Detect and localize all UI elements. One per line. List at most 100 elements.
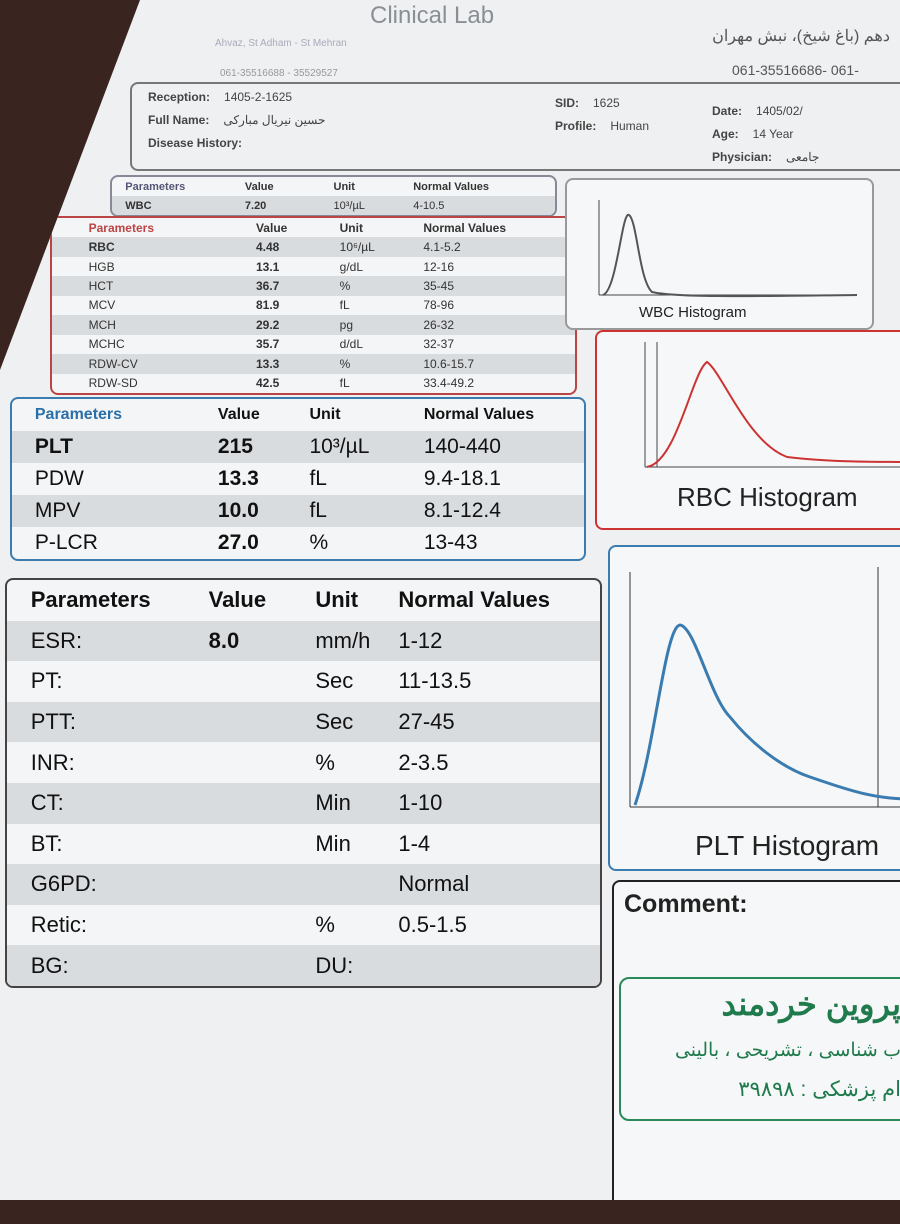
- table-cell: PLT: [34, 435, 73, 458]
- table-cell: 8.0: [208, 627, 240, 653]
- table-cell: 33.4-49.2: [423, 376, 475, 391]
- table-row: G6PD: Normal: [7, 864, 600, 905]
- table-cell: 11-13.5: [398, 668, 472, 694]
- field-label: SID:: [555, 96, 579, 110]
- table-row: HGB 13.1 g/dL 12-16: [52, 257, 575, 276]
- table-row: INR:% 2-3.5: [7, 742, 600, 783]
- table-cell: %: [339, 356, 351, 371]
- table-cell: 27-45: [398, 709, 455, 735]
- rbc-curve: [644, 342, 900, 468]
- table-row: HCT 36.7% 35-45: [52, 276, 575, 296]
- patient-field: Full Name: حسین نیریال مبارکی: [148, 113, 325, 136]
- table-header: Parameters Value Unit Normal Values: [12, 399, 584, 431]
- patient-middle: SID: 1625 Profile: Human: [555, 96, 649, 142]
- table-cell: RDW-SD: [88, 376, 138, 391]
- table-row: WBC 7.20 10³/µL 4-10.5: [112, 196, 555, 215]
- table-cell: 13.3: [217, 467, 259, 490]
- table-cell: 1-4: [398, 830, 431, 856]
- table-cell: 8.1-12.4: [423, 499, 501, 522]
- table-cell: CT:: [30, 790, 64, 816]
- table-cell: PDW: [34, 467, 84, 490]
- rbc-histogram-title: RBC Histogram: [677, 482, 858, 512]
- table-cell: Sec: [315, 709, 354, 735]
- field-label: Date:: [712, 104, 743, 118]
- plt-histogram: PLT Histogram: [608, 545, 900, 871]
- patient-field: Age: 14 Year: [712, 127, 819, 150]
- patient-field: Disease History:: [148, 136, 325, 159]
- table-cell: Retic:: [30, 912, 87, 938]
- table-cell: Min: [315, 830, 351, 856]
- plt-table: Parameters Value Unit Normal Values PLT 215 10…: [10, 397, 586, 561]
- header-cell: Unit: [309, 406, 341, 423]
- table-row: BG: DU:: [7, 945, 600, 986]
- table-cell: pg: [339, 317, 353, 332]
- header-cell: Normal Values: [423, 406, 535, 423]
- field-value: 14 Year: [752, 127, 794, 141]
- table-row: RBC 4.48 10⁶/µL 4.1-5.2: [52, 237, 575, 257]
- table-cell: PTT:: [30, 709, 76, 735]
- table-row: P-LCR 27.0% 13-43: [12, 527, 584, 559]
- address-fa: دهم (باغ شیخ)، نبش مهران: [712, 28, 890, 45]
- table-cell: BT:: [30, 830, 63, 856]
- table-row: MCHC 35.7 d/dL 32-37: [52, 335, 575, 354]
- field-label: Full Name:: [148, 113, 210, 127]
- patient-box: [130, 82, 900, 171]
- table-cell: P-LCR: [34, 531, 98, 554]
- comment-box: Comment: پروین خردمند ب شناسی ، تشریحی ،…: [612, 880, 900, 1200]
- wbc-histogram: WBC Histogram: [565, 178, 874, 330]
- stamp-specialty: ب شناسی ، تشریحی ، بالینی: [674, 1040, 900, 1061]
- field-label: Profile:: [555, 119, 597, 133]
- table-row: RDW-CV 13.3% 10.6-15.7: [52, 354, 575, 374]
- table-row: BT: Min 1-4: [7, 824, 600, 865]
- table-cell: BG:: [30, 952, 69, 978]
- table-cell: g/dL: [339, 259, 363, 274]
- table-cell: RBC: [88, 240, 115, 255]
- header-cell: Parameters: [88, 220, 154, 235]
- table-row: RDW-SD 42.5 fL 33.4-49.2: [52, 374, 575, 393]
- table-cell: 35.7: [255, 337, 280, 352]
- table-cell: 13.3: [255, 356, 280, 371]
- header-cell: Parameters: [30, 587, 151, 613]
- patient-field: Profile: Human: [555, 119, 649, 142]
- header-cell: Value: [244, 180, 274, 193]
- comment-label: Comment:: [624, 890, 748, 918]
- table-cell: d/dL: [339, 337, 363, 352]
- table-cell: 81.9: [255, 298, 280, 313]
- field-value: 1405/02/: [756, 104, 803, 118]
- coag-table: Parameters Value Unit Normal Values ESR: 8.0 m…: [5, 578, 602, 988]
- table-cell: 4.1-5.2: [423, 240, 461, 255]
- table-cell: 10⁶/µL: [339, 240, 375, 255]
- table-cell: Sec: [315, 668, 354, 694]
- header-cell: Value: [255, 220, 288, 235]
- table-cell: 78-96: [423, 298, 455, 313]
- stamp: پروین خردمند ب شناسی ، تشریحی ، بالینی ا…: [619, 977, 900, 1121]
- field-value: Human: [610, 119, 650, 133]
- table-cell: HCT: [88, 279, 114, 294]
- table-cell: 26-32: [423, 317, 455, 332]
- table-row: PLT 215 10³/µL 140-440: [12, 431, 584, 463]
- header-cell: Unit: [333, 180, 355, 193]
- field-label: Age:: [712, 127, 739, 141]
- field-value: 1625: [593, 96, 620, 110]
- patient-right: Date: 1405/02/Age: 14 Year Physician: جامعی: [712, 104, 819, 173]
- table-row: MCV 81.9 fL 78-96: [52, 296, 575, 315]
- table-cell: MCV: [88, 298, 116, 313]
- table-cell: MCH: [88, 317, 116, 332]
- table-row: PT: Sec 11-13.5: [7, 661, 600, 702]
- table-cell: fL: [339, 376, 350, 391]
- table-cell: RDW-CV: [88, 356, 138, 371]
- table-row: ESR: 8.0 mm/h 1-12: [7, 620, 600, 662]
- table-cell: 42.5: [255, 376, 280, 391]
- patient-field: SID: 1625: [555, 96, 649, 119]
- header-cell: Normal Values: [423, 220, 507, 235]
- table-header: Parameters Value Unit Normal Values: [52, 218, 575, 237]
- header-cell: Parameters: [34, 406, 123, 423]
- table-cell: 9.4-18.1: [423, 467, 501, 490]
- plt-curve: [629, 567, 900, 808]
- table-cell: Normal: [398, 871, 470, 897]
- address: Ahvaz, St Adham - St Mehran: [215, 38, 347, 49]
- header-cell: Value: [208, 587, 267, 613]
- table-cell: 13-43: [423, 531, 478, 554]
